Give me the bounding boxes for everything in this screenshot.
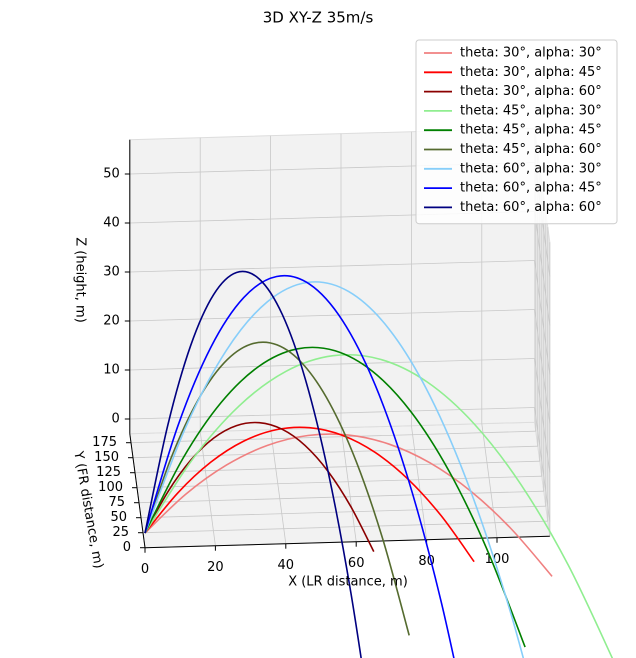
legend-label: theta: 45°, alpha: 60° [460,142,602,157]
legend-label: theta: 45°, alpha: 45° [460,123,602,138]
curves [144,270,614,658]
grid-line [534,309,551,424]
grid-line [132,445,538,459]
grid-line [129,260,535,273]
legend-label: theta: 30°, alpha: 60° [460,84,602,99]
y-tick-label: 25 [112,525,129,540]
y-tick-label: 175 [92,435,117,450]
z-tick-label: 10 [103,363,120,378]
y-tick-label: 0 [123,540,131,555]
grid-line [138,490,544,504]
grid-line [340,427,357,542]
y-tick-label: 125 [96,465,121,480]
y-axis-line [129,433,146,548]
grid-line [534,407,551,522]
legend-box [415,39,618,225]
z-tick-label: 0 [112,412,120,427]
x-tick-label: 20 [207,560,224,575]
grid-line [136,475,542,489]
grid-line [481,423,498,538]
y-tick-label: 75 [108,495,125,510]
trajectory [144,426,475,563]
y-tick-label: 50 [110,510,127,525]
trajectory [144,421,375,552]
grid-line [129,358,535,371]
y-tick-label: 150 [94,450,119,465]
grid-line [130,430,536,444]
grid-line [129,309,535,322]
grid-line [142,520,548,534]
legend-label: theta: 30°, alpha: 45° [460,65,602,80]
grid-line [140,505,546,519]
grid-line [270,429,287,544]
grid-line [129,407,535,420]
legend-label: theta: 60°, alpha: 45° [460,181,602,196]
z-axis-label: Z (height, m) [73,237,88,323]
legend-label: theta: 60°, alpha: 30° [460,161,602,176]
ticks: 0 20 40 60 80 1000255075100125150175010203040… [92,139,550,577]
x-tick-label: 100 [485,552,510,567]
trajectory [144,281,525,658]
grid-line [199,431,216,546]
x-tick-label: 40 [278,558,295,573]
legend: theta: 30°, alpha: 30° theta: 30°, alpha:… [415,39,618,225]
legend-label: theta: 30°, alpha: 30° [460,46,602,61]
trajectory [144,270,362,658]
trajectory [144,346,526,648]
trajectory [144,353,614,658]
grid-line [534,260,551,375]
grid-line [534,211,551,326]
z-tick-label: 30 [103,265,120,280]
z-tick-label: 50 [103,167,120,182]
trajectory [144,274,455,658]
trajectory [144,433,553,577]
x-tick-label: 60 [348,556,365,571]
x-axis-label: X (LR distance, m) [288,575,408,590]
grid-line [534,358,551,473]
grid-line [134,460,540,474]
z-tick-label: 40 [103,216,120,231]
x-tick-label: 0 [141,562,149,577]
legend-label: theta: 60°, alpha: 60° [460,200,602,215]
grid-line [411,425,427,540]
z-tick-label: 20 [103,314,120,329]
trajectory [144,341,410,636]
legend-label: theta: 45°, alpha: 30° [460,103,602,118]
y-tick-label: 100 [98,480,123,495]
chart-title: 3D XY-Z 35m/s [263,9,374,27]
